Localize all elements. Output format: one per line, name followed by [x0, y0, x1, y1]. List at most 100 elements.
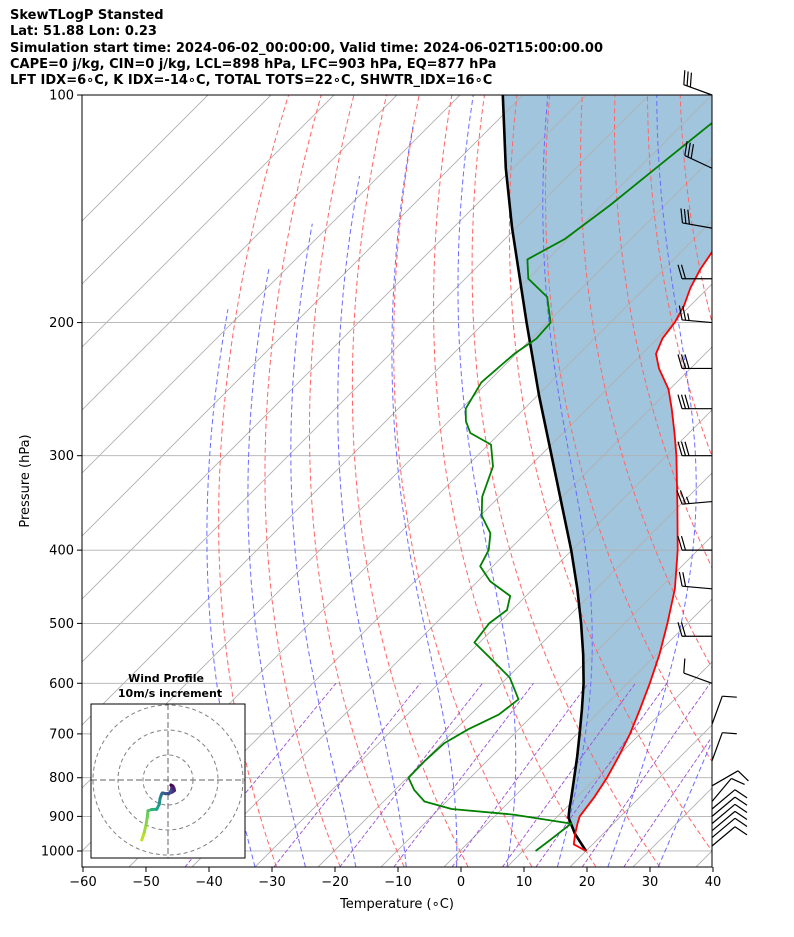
isotherm	[82, 95, 524, 537]
dry-adiabat	[351, 95, 469, 867]
wind-barbs	[676, 70, 749, 847]
wind-barb-shaft	[682, 585, 713, 590]
wind-barb-shaft	[711, 803, 736, 825]
wind-barb-feather	[687, 209, 690, 225]
wind-barb	[677, 264, 712, 280]
x-tick-label: −20	[321, 875, 348, 890]
wind-barb-shaft	[711, 826, 736, 847]
wind-barb-feather	[677, 535, 683, 551]
wind-barb-shaft	[711, 732, 723, 762]
isotherm	[317, 472, 712, 867]
mixing-ratio-line	[502, 683, 636, 867]
wind-barb-feather	[680, 441, 687, 456]
wind-barb-feather	[687, 142, 691, 158]
wind-barb-feather	[737, 770, 749, 782]
wind-barb	[711, 817, 748, 839]
dry-adiabat	[647, 95, 712, 458]
wind-barb-feather	[680, 208, 684, 223]
dry-adiabat	[713, 95, 794, 867]
temperature-profile-line	[572, 250, 712, 852]
isotherm	[82, 95, 335, 348]
x-axis-label: Temperature (∘C)	[339, 897, 454, 912]
wind-barb-feather	[734, 796, 748, 806]
wind-barb	[677, 622, 712, 637]
wind-barb-feather	[677, 354, 683, 369]
wind-barb-feather	[734, 789, 748, 799]
y-axis-label: Pressure (hPa)	[18, 434, 33, 527]
wind-barb-shaft	[711, 810, 736, 832]
wind-barb-feather	[680, 535, 687, 551]
cape-shaded-area	[502, 95, 712, 835]
wind-barb-shaft	[711, 770, 739, 787]
wind-barb-feather	[677, 264, 683, 279]
wind-barb-feather	[686, 71, 689, 86]
hodograph-segment	[167, 789, 173, 796]
wind-barb-feather	[682, 572, 687, 587]
wind-barb-shaft	[684, 155, 713, 169]
inset-subtitle: 10m/s increment	[118, 687, 222, 700]
dry-adiabat	[264, 95, 341, 867]
y-tick-label: 800	[49, 771, 74, 786]
wind-barb-feather	[683, 658, 686, 674]
parcel-profile-line	[501, 95, 588, 852]
moist-adiabat	[247, 269, 306, 867]
wind-barb-feather	[722, 695, 737, 698]
y-tick-label: 600	[49, 677, 74, 692]
hodograph-ring	[92, 704, 244, 856]
dry-adiabat	[471, 95, 661, 867]
mixing-ratio-lines	[184, 683, 712, 867]
mixing-ratio-line	[581, 683, 711, 867]
wind-barb-shaft	[711, 695, 723, 725]
x-axis-ticks: −60 −50 −40 −30 −20 −10 0 10 20 30 40	[69, 867, 721, 890]
x-tick-label: 40	[705, 875, 722, 890]
wind-barb-feather	[678, 305, 683, 321]
plot-frame	[81, 94, 713, 868]
moist-adiabat	[391, 126, 458, 867]
isotherm	[443, 598, 712, 867]
wind-barb-feather	[683, 208, 687, 224]
wind-barb	[676, 490, 713, 505]
moist-adiabat	[542, 95, 593, 867]
wind-barb-feather	[676, 490, 683, 505]
dry-adiabat	[544, 95, 712, 763]
wind-barb-feather	[683, 70, 686, 85]
isotherm	[82, 95, 461, 474]
moist-adiabat	[337, 175, 407, 867]
isotherms	[82, 95, 712, 867]
wind-barb	[711, 826, 748, 847]
wind-barb-feather	[677, 441, 683, 456]
wind-barb-feather	[677, 394, 683, 409]
wind-barb-feather	[677, 622, 683, 637]
wind-barb	[711, 803, 748, 825]
wind-barb	[711, 789, 748, 810]
wind-barb-feather	[680, 264, 687, 279]
isotherm	[569, 724, 712, 867]
mixing-ratio-line	[273, 683, 421, 867]
x-tick-label: −60	[69, 875, 96, 890]
dry-adiabat	[508, 95, 712, 852]
plot-area	[82, 95, 794, 867]
stability-indices-secondary: LFT IDX=6∘C, K IDX=-14∘C, TOTAL TOTS=22∘…	[10, 73, 493, 89]
y-tick-label: 1000	[41, 844, 74, 859]
wind-barb-feather	[682, 305, 687, 321]
wind-barb-feather	[734, 817, 748, 827]
wind-barb-feather	[734, 803, 748, 813]
y-tick-label: 200	[49, 316, 74, 331]
wind-barb	[711, 777, 745, 802]
wind-barb	[678, 571, 713, 590]
dry-adiabat	[778, 95, 794, 867]
wind-barb-shaft	[682, 319, 713, 324]
wind-barb	[711, 732, 737, 762]
wind-barb	[711, 810, 748, 832]
location-coordinates: Lat: 51.88 Lon: 0.23	[10, 24, 157, 40]
wind-barb-feather	[678, 571, 683, 587]
dry-adiabat	[745, 95, 794, 867]
wind-barb-feather	[684, 141, 688, 156]
wind-barb-feather	[690, 144, 695, 159]
y-axis-ticks: 100 200 300 400 500 600 700 800 900 1000	[41, 89, 82, 859]
inset-title: Wind Profile	[128, 672, 204, 685]
y-tick-label: 300	[49, 449, 74, 464]
wind-barb	[680, 208, 713, 229]
moist-adiabat	[607, 95, 697, 867]
